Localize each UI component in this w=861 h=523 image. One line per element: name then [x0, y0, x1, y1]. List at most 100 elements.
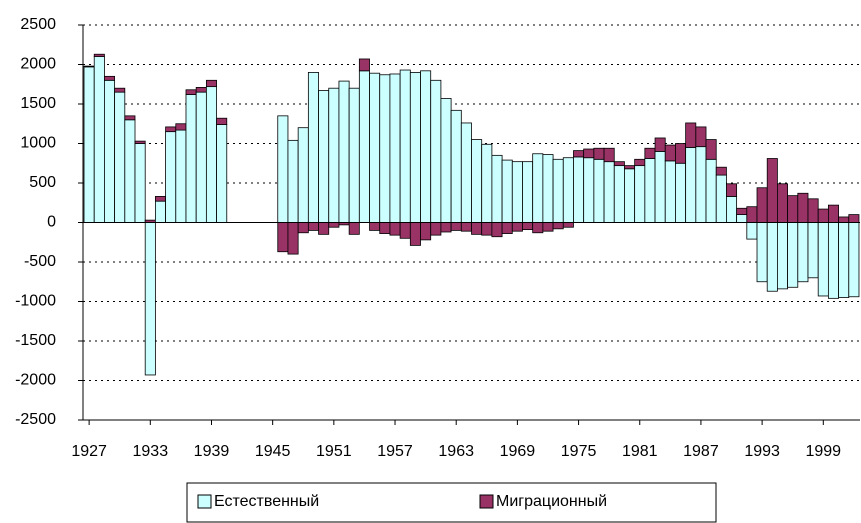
bar	[573, 156, 585, 223]
x-tick-label: 1957	[377, 443, 413, 460]
bar	[664, 144, 676, 162]
bar	[205, 79, 217, 88]
bar	[644, 158, 656, 223]
bar	[675, 162, 687, 223]
bar	[389, 222, 401, 236]
x-tick-label: 1927	[71, 443, 107, 460]
bar	[511, 222, 523, 232]
bar	[807, 198, 819, 223]
x-tick-label: 1951	[316, 443, 352, 460]
y-tick-label: -500	[24, 253, 56, 270]
y-tick-label: -2500	[15, 411, 56, 428]
bar	[399, 222, 411, 239]
bar	[195, 91, 207, 223]
bar	[144, 222, 156, 376]
bar	[777, 222, 789, 290]
x-tick-label: 1969	[500, 443, 536, 460]
bar	[175, 123, 187, 131]
bar	[787, 222, 799, 288]
bar	[634, 165, 646, 223]
bar	[307, 72, 319, 223]
bar	[685, 122, 697, 148]
bar	[838, 216, 850, 223]
bar	[726, 196, 738, 223]
bar	[440, 98, 452, 223]
bar	[430, 222, 442, 236]
y-tick-label: -1500	[15, 332, 56, 349]
bar	[603, 161, 615, 223]
bar	[471, 139, 483, 223]
bar	[450, 109, 462, 223]
bar	[705, 139, 717, 160]
bar	[552, 158, 564, 223]
bar	[685, 147, 697, 223]
bar	[715, 174, 727, 223]
bar	[501, 222, 513, 234]
bar	[522, 161, 534, 223]
legend-swatch	[197, 494, 212, 509]
bar	[664, 160, 676, 223]
bar	[552, 222, 564, 230]
bar	[746, 222, 758, 240]
y-tick-label: 2500	[20, 16, 56, 33]
bar	[104, 75, 116, 81]
bar	[287, 139, 299, 223]
y-tick-label: 1500	[20, 95, 56, 112]
bar	[154, 196, 166, 202]
bar	[532, 222, 544, 234]
x-tick-label: 1945	[255, 443, 291, 460]
bar	[481, 143, 493, 223]
bar	[277, 222, 289, 253]
bar	[777, 183, 789, 223]
bar	[573, 150, 585, 158]
y-tick-label: 0	[47, 214, 56, 231]
y-tick-label: -1000	[15, 293, 56, 310]
bar	[460, 122, 472, 223]
bar	[542, 154, 554, 223]
bar	[154, 200, 166, 223]
bar	[369, 222, 381, 231]
bar	[644, 147, 656, 159]
bar	[817, 208, 829, 223]
bar	[338, 80, 350, 223]
bar	[491, 222, 503, 238]
bar	[736, 207, 748, 215]
bar	[205, 86, 217, 223]
bar	[848, 214, 860, 223]
bar	[827, 222, 839, 299]
bar	[654, 137, 666, 152]
bar	[165, 131, 177, 223]
bar	[430, 79, 442, 223]
bar	[114, 87, 126, 93]
bar	[83, 66, 95, 223]
y-tick-label: 500	[29, 174, 56, 191]
bar	[318, 222, 330, 235]
bar	[705, 158, 717, 223]
bar	[583, 157, 595, 223]
bar	[369, 72, 381, 223]
bar	[501, 159, 513, 223]
bar	[379, 222, 391, 234]
bar	[307, 222, 319, 231]
bar	[348, 87, 360, 223]
bar	[297, 127, 309, 223]
bar	[124, 115, 136, 121]
bar	[175, 129, 187, 223]
bar	[695, 126, 707, 148]
bar	[165, 126, 177, 133]
bar	[460, 222, 472, 232]
bar	[297, 222, 309, 234]
bar	[348, 222, 360, 235]
bar	[593, 147, 605, 160]
bar	[124, 119, 136, 223]
bar	[522, 222, 534, 231]
bar	[195, 87, 207, 93]
x-tick-label: 1939	[194, 443, 230, 460]
bar	[624, 165, 636, 170]
bar	[583, 148, 595, 159]
y-tick-label: 2000	[20, 56, 56, 73]
bar	[389, 73, 401, 223]
bar	[216, 117, 228, 125]
bar	[216, 124, 228, 223]
bar	[83, 65, 95, 68]
